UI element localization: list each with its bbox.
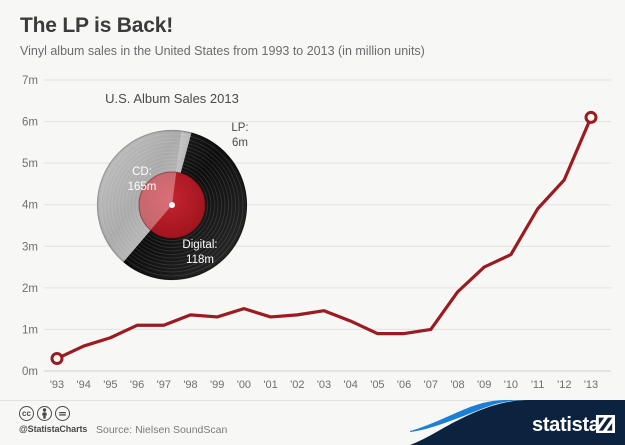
x-tick-98: '98 (183, 379, 197, 391)
line-chart: 7m 6m 5m 4m 3m 2m 1m 0m '93 '94 '95 '96 … (22, 75, 611, 391)
vinyl-disc (96, 129, 248, 281)
statista-mark-icon (596, 415, 615, 433)
x-tick-03: '03 (317, 379, 331, 391)
x-tick-08: '08 (450, 379, 464, 391)
x-tick-02: '02 (290, 379, 304, 391)
x-tick-05: '05 (370, 379, 384, 391)
statista-logo: statista (410, 400, 625, 445)
pie-label-lp-value: 6m (232, 137, 248, 149)
pie-chart-title: U.S. Album Sales 2013 (105, 91, 239, 106)
pie-slice-digital (97, 130, 182, 262)
x-tick-11: '11 (531, 379, 545, 391)
statista-wordmark: statista (532, 414, 601, 436)
y-tick-5m: 5m (22, 158, 38, 170)
pie-label-lp-name: LP: (231, 122, 248, 134)
cc-by-person-icon (37, 406, 52, 421)
data-point-marker-end (584, 110, 598, 124)
x-tick-94: '94 (77, 379, 91, 391)
vinyl-label-overlay (97, 130, 182, 262)
page-title: The LP is Back! (20, 14, 174, 37)
pie-label-cd-name: CD: (132, 166, 152, 178)
creative-commons-icons: cc (19, 406, 70, 421)
vinyl-grooves (100, 133, 244, 277)
x-tick-07: '07 (424, 379, 438, 391)
x-tick-99: '99 (210, 379, 224, 391)
cc-nd-equals-icon (55, 406, 70, 421)
y-tick-1m: 1m (22, 324, 38, 336)
x-tick-09: '09 (477, 379, 491, 391)
y-tick-6m: 6m (22, 117, 38, 129)
y-tick-4m: 4m (22, 200, 38, 212)
cc-icon: cc (19, 406, 34, 421)
page-subtitle: Vinyl album sales in the United States f… (20, 44, 425, 59)
vinyl-spindle-hole (169, 202, 175, 208)
pie-slice-labels: CD: 165m Digital: 118m LP: 6m (128, 122, 249, 266)
x-tick-95: '95 (103, 379, 117, 391)
y-tick-3m: 3m (22, 241, 38, 253)
source-note: Source: Nielsen SoundScan (96, 424, 228, 436)
x-tick-97: '97 (157, 379, 171, 391)
y-tick-7m: 7m (22, 75, 38, 87)
y-axis-labels: 7m 6m 5m 4m 3m 2m 1m 0m (22, 75, 38, 378)
footer: cc @StatistaCharts Source: Nielsen Sound… (0, 400, 625, 445)
x-tick-12: '12 (557, 379, 571, 391)
x-tick-13: '13 (584, 379, 598, 391)
x-tick-06: '06 (397, 379, 411, 391)
data-point-marker-start (50, 352, 64, 366)
x-tick-93: '93 (50, 379, 64, 391)
y-tick-0m: 0m (22, 366, 38, 378)
y-tick-2m: 2m (22, 283, 38, 295)
x-tick-96: '96 (130, 379, 144, 391)
pie-label-cd-value: 165m (128, 181, 157, 193)
x-tick-00: '00 (237, 379, 251, 391)
x-tick-01: '01 (263, 379, 277, 391)
x-tick-10: '10 (504, 379, 518, 391)
x-tick-04: '04 (344, 379, 358, 391)
statista-charts-handle: @StatistaCharts (19, 424, 88, 434)
header: The LP is Back! Vinyl album sales in the… (20, 14, 610, 59)
vinyl-pie-chart: U.S. Album Sales 2013 (96, 91, 249, 281)
pie-label-digital-name: Digital: (182, 239, 217, 251)
footer-divider (0, 400, 625, 401)
data-series-line (55, 115, 593, 361)
x-axis-labels: '93 '94 '95 '96 '97 '98 '99 '00 '01 '02 … (50, 379, 598, 391)
pie-label-digital-value: 118m (186, 254, 214, 266)
